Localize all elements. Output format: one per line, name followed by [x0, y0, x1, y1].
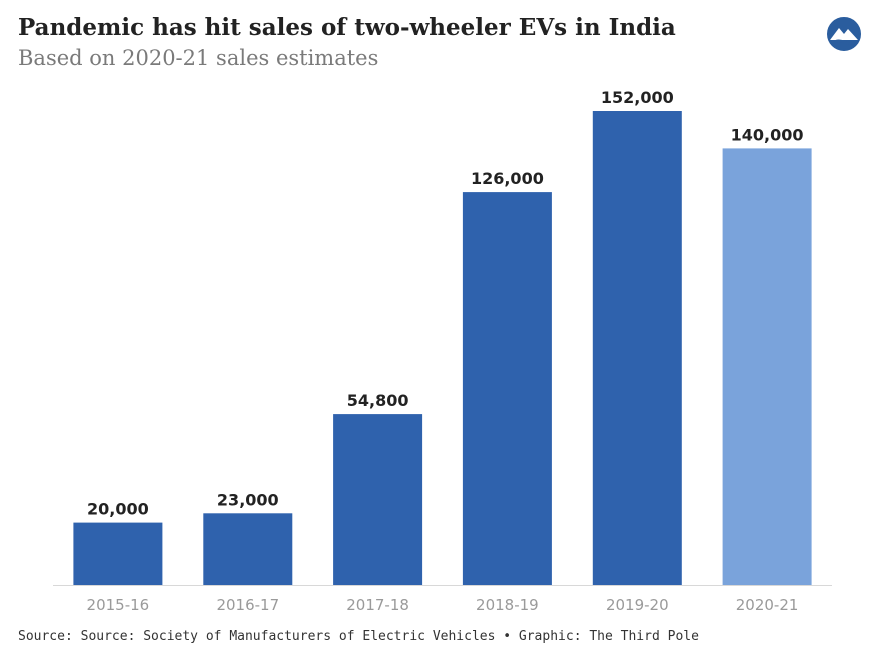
bar-2019-20: [592, 111, 682, 585]
bar-2020-21: [722, 148, 812, 585]
value-label-2019-20: 152,000: [601, 88, 674, 107]
bar-2017-18: [333, 414, 423, 585]
value-label-2016-17: 23,000: [217, 490, 279, 509]
bar-2016-17: [203, 513, 293, 585]
x-tick-label-2020-21: 2020-21: [736, 596, 799, 614]
chart-title: Pandemic has hit sales of two-wheeler EV…: [18, 14, 676, 41]
value-label-2020-21: 140,000: [731, 125, 804, 144]
bar-2015-16: [73, 522, 163, 585]
bars-group: [73, 111, 812, 585]
x-tick-label-2016-17: 2016-17: [216, 596, 279, 614]
value-label-2017-18: 54,800: [347, 391, 409, 410]
mountain-river-logo-icon: [827, 17, 861, 51]
chart-subtitle: Based on 2020-21 sales estimates: [18, 46, 379, 70]
source-note: Source: Source: Society of Manufacturers…: [18, 629, 699, 644]
value-labels-group: 20,000 23,000 54,800 126,000 152,000 140,000: [87, 88, 804, 519]
x-tick-label-2015-16: 2015-16: [87, 596, 150, 614]
value-label-2018-19: 126,000: [471, 169, 544, 188]
x-tick-label-2019-20: 2019-20: [606, 596, 669, 614]
x-tick-label-2017-18: 2017-18: [346, 596, 409, 614]
bar-2018-19: [462, 192, 552, 585]
x-tick-labels-group: 2015-16 2016-17 2017-18 2018-19 2019-20 2020-…: [87, 596, 799, 614]
x-tick-label-2018-19: 2018-19: [476, 596, 539, 614]
value-label-2015-16: 20,000: [87, 500, 149, 519]
